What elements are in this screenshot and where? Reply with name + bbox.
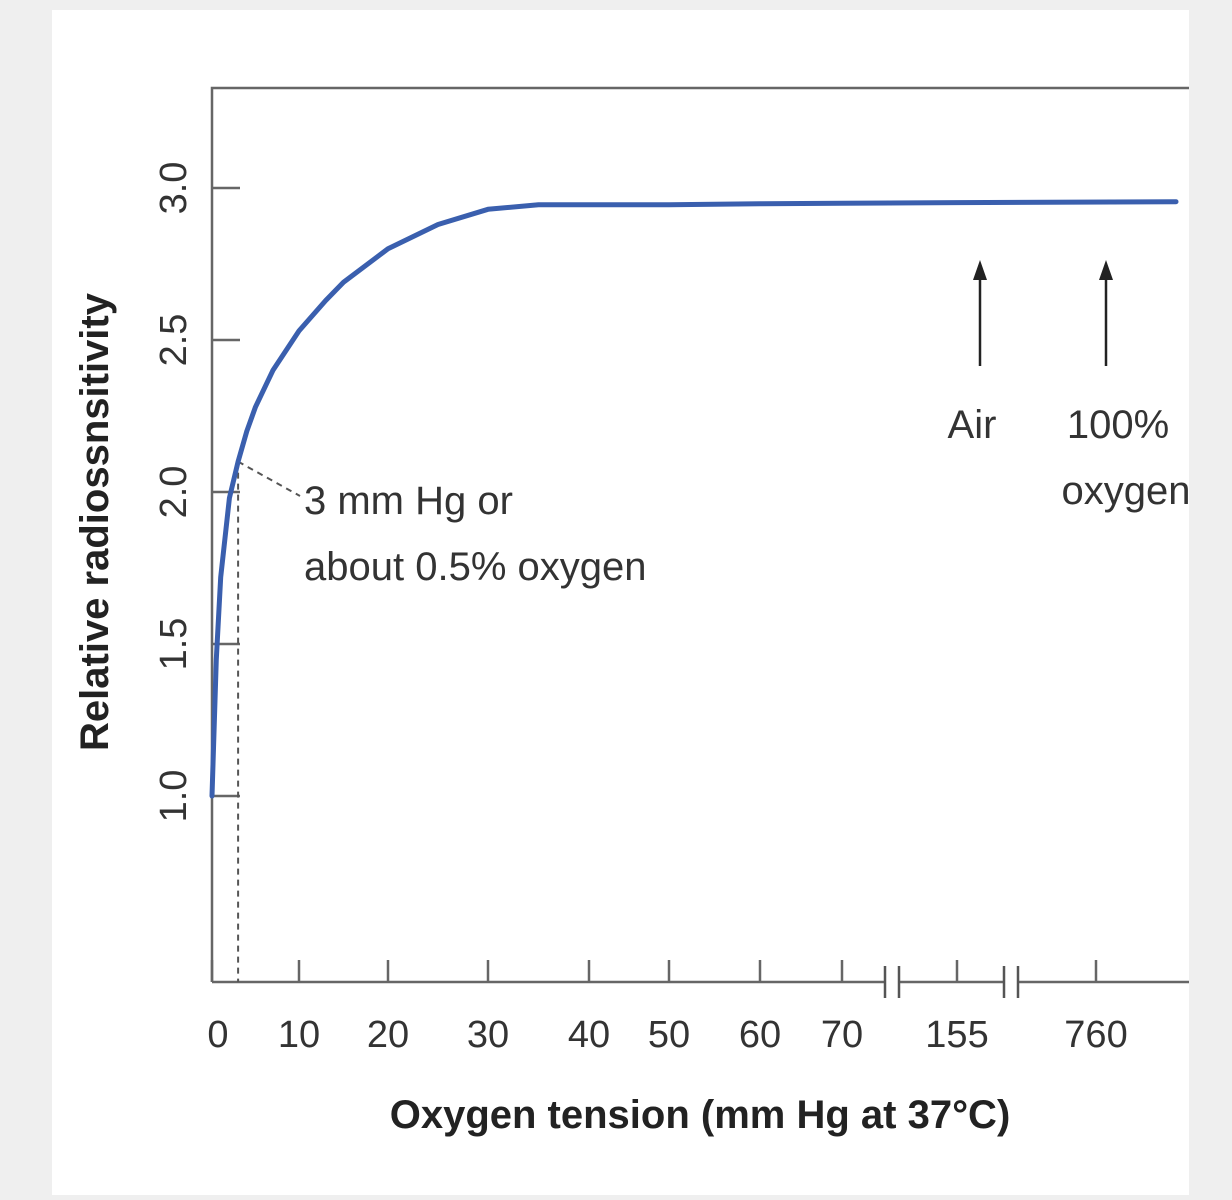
annotation-leader-line [237,460,301,497]
x-tick-label: 760 [1064,1014,1127,1056]
oxygen-radiosensitivity-chart: 0 10 20 30 40 50 60 70 155 760 1.0 1.5 2… [73,86,1189,1137]
y-axis-title: Relative radiossnsitivity [73,292,117,751]
x-tick-label: 70 [821,1014,863,1056]
annotation-low-oxygen-line1: 3 mm Hg or [304,479,513,523]
x-tick-label: 50 [648,1014,690,1056]
y-tick-label: 1.0 [153,770,195,823]
annotation-low-oxygen-line2: about 0.5% oxygen [304,545,646,589]
figure-panel: 0 10 20 30 40 50 60 70 155 760 1.0 1.5 2… [52,10,1189,1195]
x-tick-label: 30 [467,1014,509,1056]
plot-frame [210,86,1189,982]
y-tick-label: 2.5 [153,314,195,367]
y-tick-label: 2.0 [153,466,195,519]
x-tick-label: 10 [278,1014,320,1056]
annotation-100-percent: 100% [1067,403,1169,447]
axis-break-1 [883,966,901,998]
y-tick-labels: 1.0 1.5 2.0 2.5 3.0 [153,162,195,823]
x-axis-title: Oxygen tension (mm Hg at 37°C) [390,1093,1011,1137]
x-tick-label: 20 [367,1014,409,1056]
oxygen-arrow [1099,260,1113,366]
x-tick-label: 0 [207,1014,228,1056]
air-arrow [973,260,987,366]
x-tick-label: 155 [925,1014,988,1056]
annotation-air: Air [948,403,997,447]
y-tick-label: 1.5 [153,618,195,671]
axis-break-2 [1002,966,1020,998]
y-tick-label: 3.0 [153,162,195,215]
x-tick-label: 40 [568,1014,610,1056]
annotation-oxygen: oxygen [1062,469,1189,513]
x-tick-marks [210,960,1098,982]
x-tick-labels: 0 10 20 30 40 50 60 70 155 760 [207,1014,1127,1056]
x-tick-label: 60 [739,1014,781,1056]
radiosensitivity-curve [209,199,1179,799]
